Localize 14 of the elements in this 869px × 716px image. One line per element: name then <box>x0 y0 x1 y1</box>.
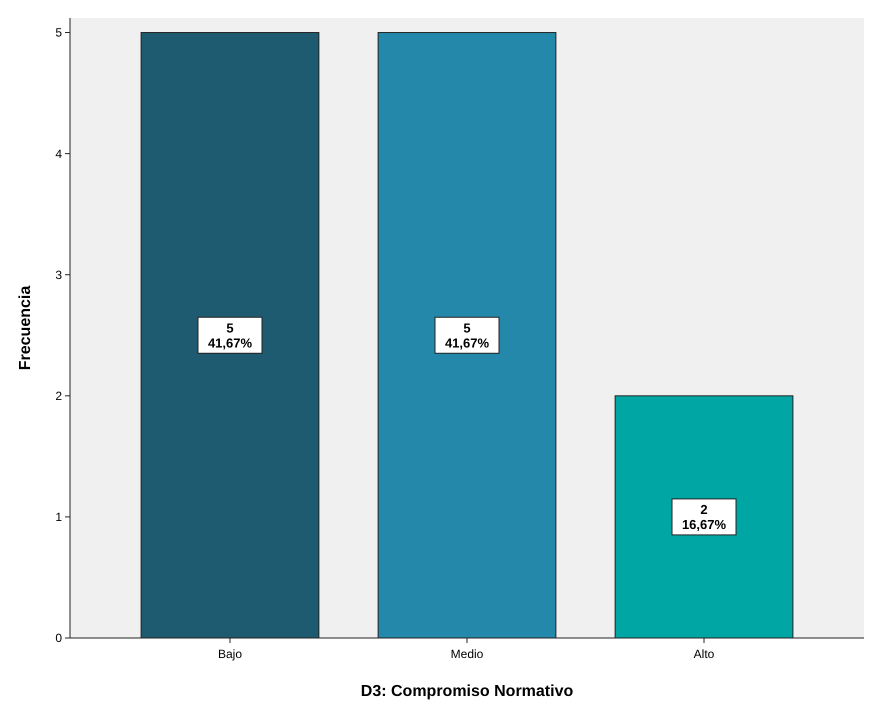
x-tick-label: Bajo <box>218 647 242 661</box>
y-axis-title: Frecuencia <box>17 286 34 370</box>
x-tick-label: Medio <box>450 647 484 661</box>
y-tick-label: 0 <box>55 631 62 646</box>
x-tick-label: Alto <box>694 647 715 661</box>
data-label: 5 41,67% <box>208 320 252 350</box>
y-tick-label: 2 <box>55 389 62 404</box>
y-tick-label: 3 <box>55 268 62 282</box>
x-axis-title: D3: Compromiso Normativo <box>360 683 574 700</box>
y-tick-label: 1 <box>55 510 62 524</box>
y-tick-label: 4 <box>55 146 62 161</box>
data-label: 2 16,67% <box>682 502 726 532</box>
data-label: 5 41,67% <box>444 320 490 350</box>
y-tick-label: 5 <box>55 26 62 40</box>
